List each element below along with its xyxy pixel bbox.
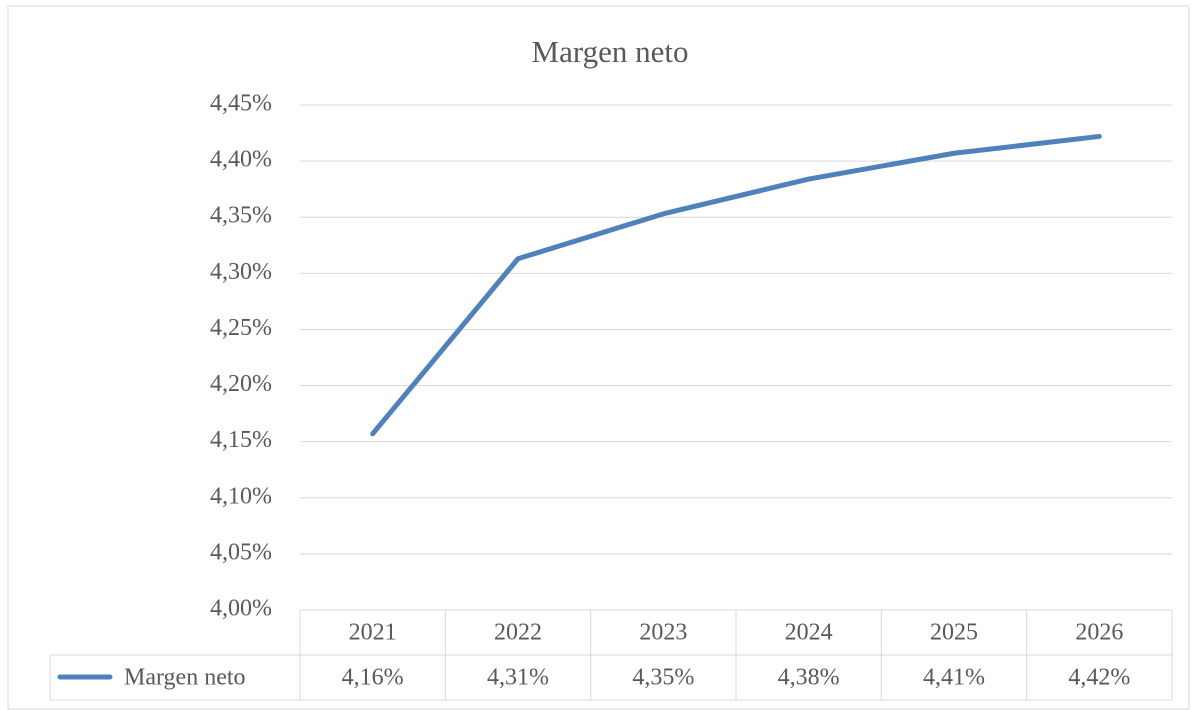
data-table-value: 4,38% — [778, 665, 840, 691]
y-tick-label: 4,45% — [210, 91, 272, 117]
y-tick-label: 4,20% — [210, 371, 272, 397]
x-tick-label: 2025 — [930, 620, 978, 646]
y-tick-label: 4,25% — [210, 315, 272, 341]
y-tick-label: 4,10% — [210, 483, 272, 509]
y-tick-label: 4,15% — [210, 427, 272, 453]
chart-frame — [7, 5, 1190, 710]
x-tick-label: 2026 — [1075, 620, 1123, 646]
data-table-value: 4,35% — [632, 665, 694, 691]
y-tick-label: 4,35% — [210, 203, 272, 229]
data-table-value: 4,16% — [342, 665, 404, 691]
data-line — [370, 133, 1102, 437]
legend-label: Margen neto — [124, 665, 246, 691]
x-tick-label: 2023 — [639, 620, 687, 646]
y-tick-label: 4,00% — [210, 596, 272, 622]
y-tick-label: 4,30% — [210, 259, 272, 285]
x-tick-label: 2021 — [349, 620, 397, 646]
y-tick-label: 4,40% — [210, 147, 272, 173]
data-table-value: 4,42% — [1068, 665, 1130, 691]
x-tick-label: 2024 — [785, 620, 833, 646]
chart-title: Margen neto — [532, 34, 689, 69]
data-table-value: 4,31% — [487, 665, 549, 691]
y-tick-label: 4,05% — [210, 539, 272, 565]
x-tick-label: 2022 — [494, 620, 542, 646]
data-table-value: 4,41% — [923, 665, 985, 691]
